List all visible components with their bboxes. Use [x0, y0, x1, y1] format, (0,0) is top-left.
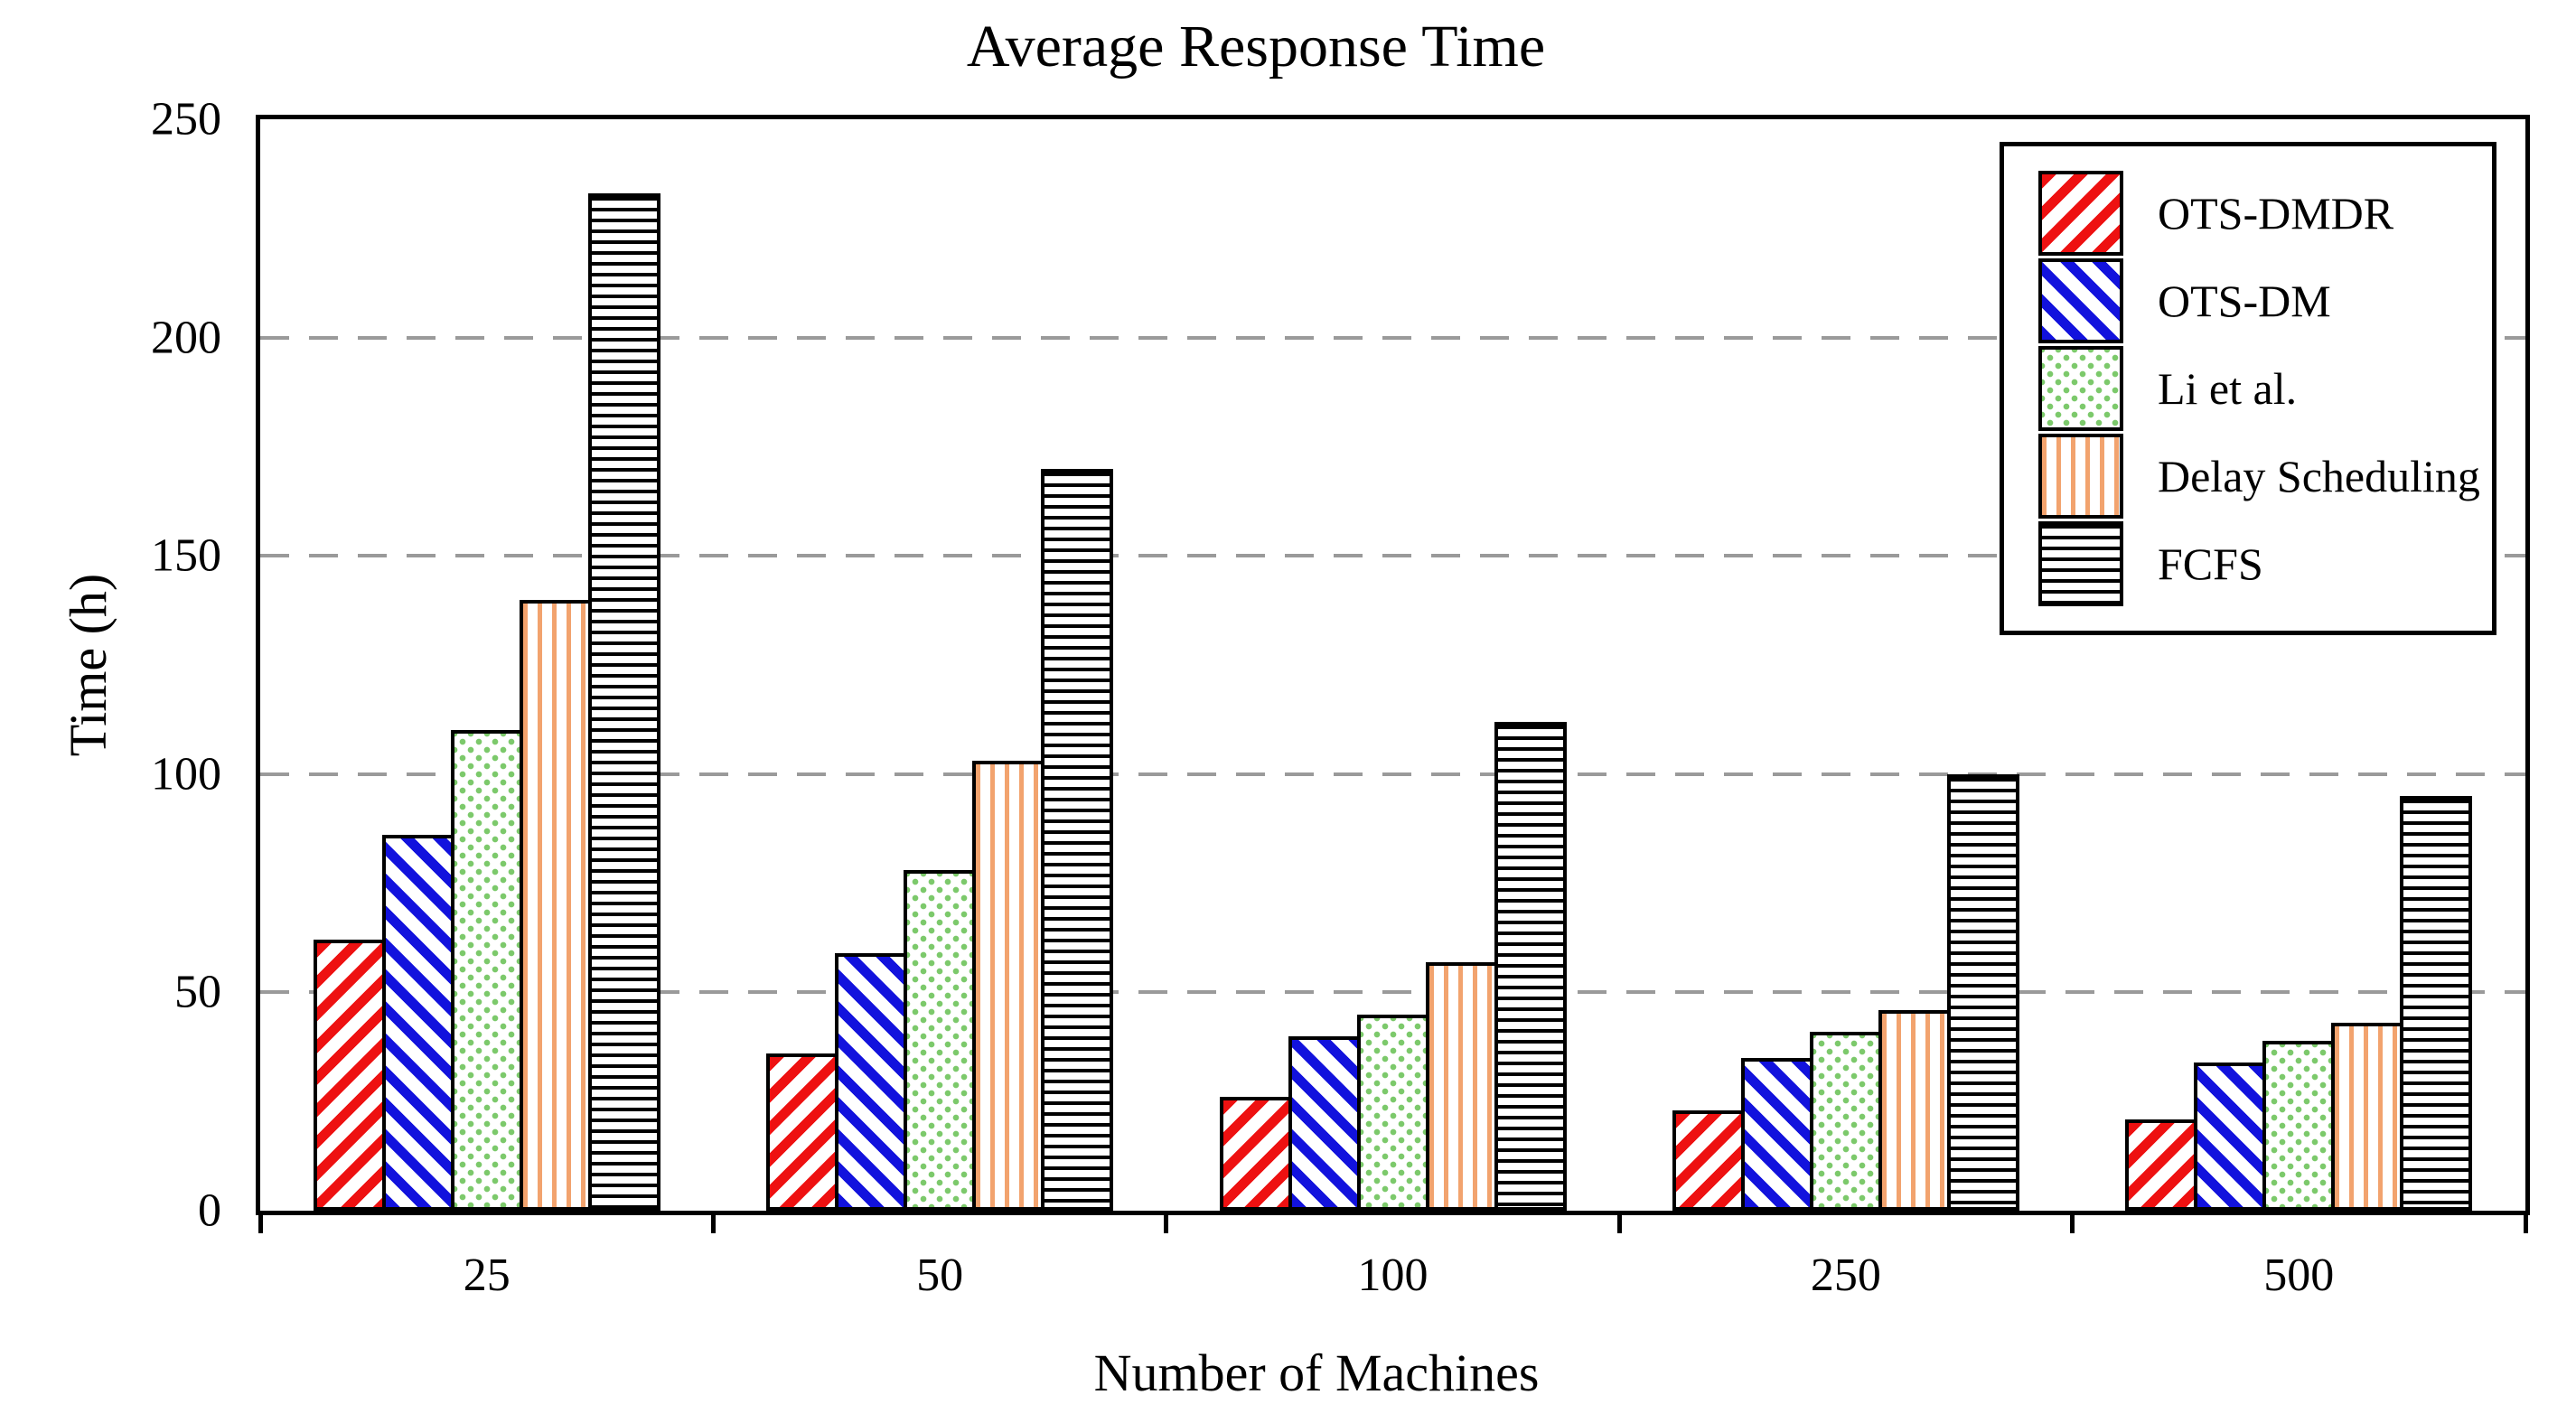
- bar-fcfs-x100: [1494, 721, 1567, 1211]
- bar-fcfs-x500: [2400, 795, 2473, 1211]
- bar-ots-dm-x100: [1288, 1035, 1361, 1211]
- bar-delay-scheduling-x100: [1425, 961, 1498, 1211]
- red-diagonal-stripes-swatch-icon: [2038, 171, 2123, 257]
- legend-label: OTS-DM: [2158, 276, 2331, 327]
- blue-diagonal-stripes-swatch-icon: [2038, 258, 2123, 344]
- y-tick-label-0: 0: [198, 1184, 221, 1237]
- bar-ots-dm-x50: [835, 952, 908, 1211]
- bar-li-et-al--x50: [904, 870, 977, 1211]
- gridline-y-200: [260, 335, 2525, 340]
- gridline-y-100: [260, 772, 2525, 776]
- x-tick-mark-1: [710, 1213, 716, 1233]
- bar-li-et-al--x250: [1809, 1031, 1882, 1211]
- bar-ots-dmdr-x250: [1672, 1109, 1745, 1211]
- gridline-y-150: [260, 554, 2525, 558]
- bar-li-et-al--x25: [450, 730, 523, 1211]
- bar-ots-dmdr-x50: [766, 1053, 839, 1211]
- y-tick-label-150: 150: [151, 529, 221, 582]
- x-tick-label-100: 100: [1357, 1250, 1429, 1301]
- legend: OTS-DMDR OTS-DM Li et al. Delay Scheduling F…: [2000, 142, 2496, 635]
- y-tick-label-100: 100: [151, 748, 221, 800]
- gridline-y-50: [260, 990, 2525, 995]
- black-horizontal-stripes-swatch-icon: [2038, 520, 2123, 606]
- y-tick-label-200: 200: [151, 312, 221, 364]
- legend-label: Li et al.: [2158, 362, 2298, 414]
- bar-delay-scheduling-x25: [519, 599, 592, 1211]
- bar-li-et-al--x100: [1356, 1014, 1429, 1211]
- bar-delay-scheduling-x500: [2331, 1023, 2404, 1211]
- green-dots-swatch-icon: [2038, 345, 2123, 431]
- legend-entry-li-et-al-: Li et al.: [2038, 345, 2492, 431]
- chart-title: Average Response Time: [966, 14, 1546, 80]
- bar-ots-dm-x25: [381, 835, 454, 1211]
- bar-delay-scheduling-x250: [1878, 1009, 1951, 1211]
- x-tick-mark-3: [1616, 1213, 1622, 1233]
- bar-ots-dmdr-x100: [1219, 1097, 1292, 1211]
- legend-entry-delay-scheduling: Delay Scheduling: [2038, 433, 2492, 519]
- x-tick-mark-5: [2523, 1213, 2528, 1233]
- x-tick-label-500: 500: [2263, 1250, 2335, 1301]
- bar-fcfs-x250: [1946, 773, 2019, 1211]
- bar-ots-dmdr-x500: [2125, 1119, 2198, 1211]
- x-tick-mark-0: [258, 1213, 263, 1233]
- bar-delay-scheduling-x50: [972, 761, 1045, 1211]
- bar-fcfs-x50: [1041, 468, 1114, 1211]
- bar-ots-dm-x500: [2194, 1062, 2267, 1211]
- legend-label: Delay Scheduling: [2158, 450, 2480, 501]
- legend-entry-ots-dmdr: OTS-DMDR: [2038, 171, 2492, 257]
- bar-ots-dmdr-x25: [313, 940, 386, 1211]
- x-axis-title: Number of Machines: [1093, 1343, 1540, 1402]
- x-tick-label-250: 250: [1810, 1250, 1881, 1301]
- bar-fcfs-x25: [587, 193, 660, 1211]
- legend-entry-ots-dm: OTS-DM: [2038, 258, 2492, 344]
- x-tick-mark-4: [2070, 1213, 2075, 1233]
- bar-ots-dm-x250: [1740, 1057, 1813, 1211]
- y-tick-label-50: 50: [174, 966, 221, 1018]
- y-axis-title: Time (h): [58, 573, 117, 757]
- x-tick-label-50: 50: [916, 1250, 964, 1301]
- y-tick-label-250: 250: [151, 93, 221, 145]
- legend-label: FCFS: [2158, 538, 2263, 589]
- bar-li-et-al--x500: [2262, 1040, 2336, 1211]
- legend-entry-fcfs: FCFS: [2038, 520, 2492, 606]
- x-tick-mark-2: [1164, 1213, 1169, 1233]
- x-tick-label-25: 25: [463, 1250, 511, 1301]
- legend-label: OTS-DMDR: [2158, 188, 2394, 239]
- orange-vertical-stripes-swatch-icon: [2038, 433, 2123, 519]
